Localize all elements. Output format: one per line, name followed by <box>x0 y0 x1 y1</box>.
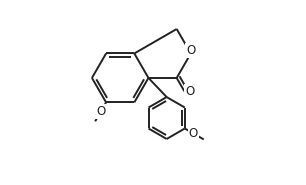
Text: O: O <box>185 85 194 98</box>
Text: O: O <box>186 44 196 57</box>
Text: O: O <box>96 105 106 117</box>
Text: O: O <box>189 127 198 140</box>
